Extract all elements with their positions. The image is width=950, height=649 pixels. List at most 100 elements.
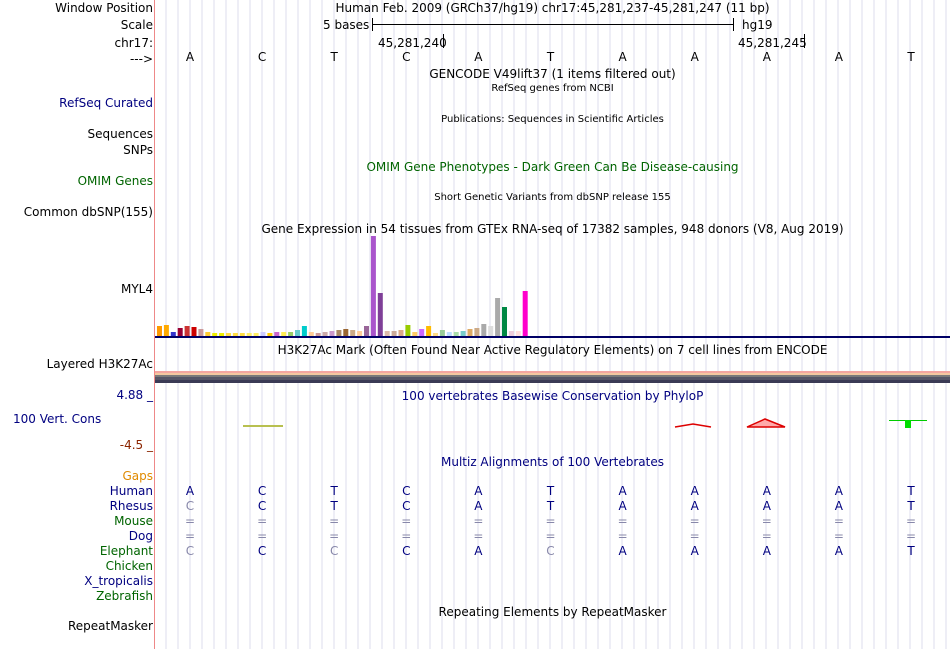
gtex-bar [232, 333, 238, 336]
gencode-track-title[interactable]: GENCODE V49lift37 (1 items filtered out) [429, 67, 676, 81]
phylop-bar-11 [905, 420, 911, 428]
gtex-bar [288, 332, 294, 336]
multiz-base: T [907, 544, 915, 558]
gtex-bar [253, 333, 259, 336]
grid-lines [165, 0, 947, 649]
h3k27ac-label[interactable]: Layered H3K27Ac [46, 357, 153, 371]
phylop-bar-9 [746, 418, 786, 428]
multiz-base: A [474, 484, 483, 498]
dbsnp-track-title[interactable]: Short Genetic Variants from dbSNP releas… [434, 192, 671, 203]
gtex-bar [295, 330, 300, 336]
h3k27ac-layer-3 [155, 375, 950, 377]
snps-label[interactable]: SNPs [123, 143, 153, 157]
multiz-base: = [689, 514, 700, 528]
scale-bar-right-tick [733, 18, 734, 31]
multiz-base: = [257, 514, 268, 528]
gtex-bar [398, 330, 404, 336]
multiz-base: = [833, 529, 844, 543]
multiz-species-label[interactable]: X_tropicalis [84, 574, 153, 588]
gtex-bar [170, 332, 176, 336]
multiz-base: A [690, 484, 699, 498]
phylop-signal[interactable] [155, 400, 950, 440]
coord-1-tick [443, 34, 444, 48]
gtex-bar [488, 326, 494, 336]
refseq-label[interactable]: RefSeq Curated [59, 96, 153, 110]
phylop-track-title[interactable]: 100 vertebrates Basewise Conservation by… [401, 389, 704, 403]
gtex-baseline [155, 336, 950, 338]
multiz-base: = [905, 514, 917, 528]
multiz-base: C [257, 544, 267, 558]
gtex-bar [502, 307, 507, 336]
base-letter: T [907, 50, 915, 64]
multiz-base: T [907, 499, 915, 513]
gtex-bar [446, 332, 452, 336]
multiz-species-label[interactable]: Mouse [114, 514, 153, 528]
multiz-base: = [617, 529, 628, 543]
phylop-label[interactable]: 100 Vert. Cons [13, 412, 102, 426]
multiz-base: C [185, 544, 195, 558]
gtex-bar [419, 329, 425, 336]
gtex-gene-label[interactable]: MYL4 [120, 282, 153, 296]
gtex-bar [301, 326, 307, 336]
gtex-bar [515, 331, 521, 336]
publications-track-title[interactable]: Publications: Sequences in Scientific Ar… [441, 114, 664, 125]
multiz-base: C [402, 499, 411, 513]
multiz-base: = [329, 529, 340, 543]
gtex-bar [412, 332, 418, 336]
h3k27ac-layer-2 [155, 373, 950, 375]
multiz-base: C [402, 544, 411, 558]
gtex-bar [219, 333, 225, 336]
omim-track-title[interactable]: OMIM Gene Phenotypes - Dark Green Can Be… [366, 160, 739, 174]
refseq-track-subtitle[interactable]: RefSeq genes from NCBI [491, 83, 614, 94]
gtex-track-title[interactable]: Gene Expression in 54 tissues from GTEx … [261, 222, 844, 236]
multiz-species-label[interactable]: Human [109, 484, 153, 498]
multiz-base: = [617, 514, 628, 528]
omim-label[interactable]: OMIM Genes [77, 174, 153, 188]
base-letter: A [762, 50, 771, 64]
base-letter: T [546, 50, 555, 64]
multiz-species-label[interactable]: Chicken [105, 559, 153, 573]
gaps-label[interactable]: Gaps [122, 469, 153, 483]
gtex-bar [405, 325, 411, 336]
repeatmasker-label[interactable]: RepeatMasker [67, 619, 153, 633]
phylop-min-label: -4.5 _ [119, 438, 153, 452]
multiz-base: T [546, 499, 555, 513]
gtex-bar [384, 331, 390, 336]
gtex-bar [350, 330, 356, 336]
gtex-bar [205, 332, 211, 336]
left-border-line [154, 0, 155, 649]
phylop-bar-8 [674, 423, 712, 428]
coord-2-tick [804, 34, 805, 48]
multiz-species-label[interactable]: Zebrafish [96, 589, 153, 603]
h3k27ac-layer-1 [155, 371, 950, 373]
multiz-base: T [330, 499, 338, 513]
multiz-base: = [761, 529, 772, 543]
multiz-base: A [474, 499, 483, 513]
multiz-base: = [401, 529, 412, 543]
multiz-base: T [330, 484, 338, 498]
sequences-label[interactable]: Sequences [87, 127, 153, 141]
gtex-bar [433, 333, 438, 336]
base-letter: C [402, 50, 411, 64]
multiz-species-label[interactable]: Elephant [99, 544, 153, 558]
multiz-base: A [762, 544, 771, 558]
multiz-base: = [833, 514, 844, 528]
gtex-bar [246, 333, 252, 336]
h3k27ac-track-title[interactable]: H3K27Ac Mark (Often Found Near Active Re… [277, 343, 828, 357]
multiz-species-label[interactable]: Dog [128, 529, 153, 543]
repeatmasker-track-title[interactable]: Repeating Elements by RepeatMasker [438, 605, 667, 619]
coord-1: 45,281,240 [378, 36, 447, 50]
h3k27ac-signal[interactable] [155, 371, 950, 385]
gtex-bar [281, 332, 287, 336]
gtex-bar [474, 328, 480, 336]
multiz-species-label[interactable]: Rhesus [109, 499, 153, 513]
scale-assembly: hg19 [742, 18, 773, 32]
multiz-base: A [690, 544, 699, 558]
multiz-base: A [618, 484, 627, 498]
dbsnp-label[interactable]: Common dbSNP(155) [23, 205, 153, 219]
multiz-track-title[interactable]: Multiz Alignments of 100 Vertebrates [440, 455, 665, 469]
gtex-bar-chart[interactable] [155, 236, 950, 340]
gtex-bar [453, 332, 459, 336]
base-letter: C [257, 50, 267, 64]
gtex-bar [377, 293, 383, 336]
